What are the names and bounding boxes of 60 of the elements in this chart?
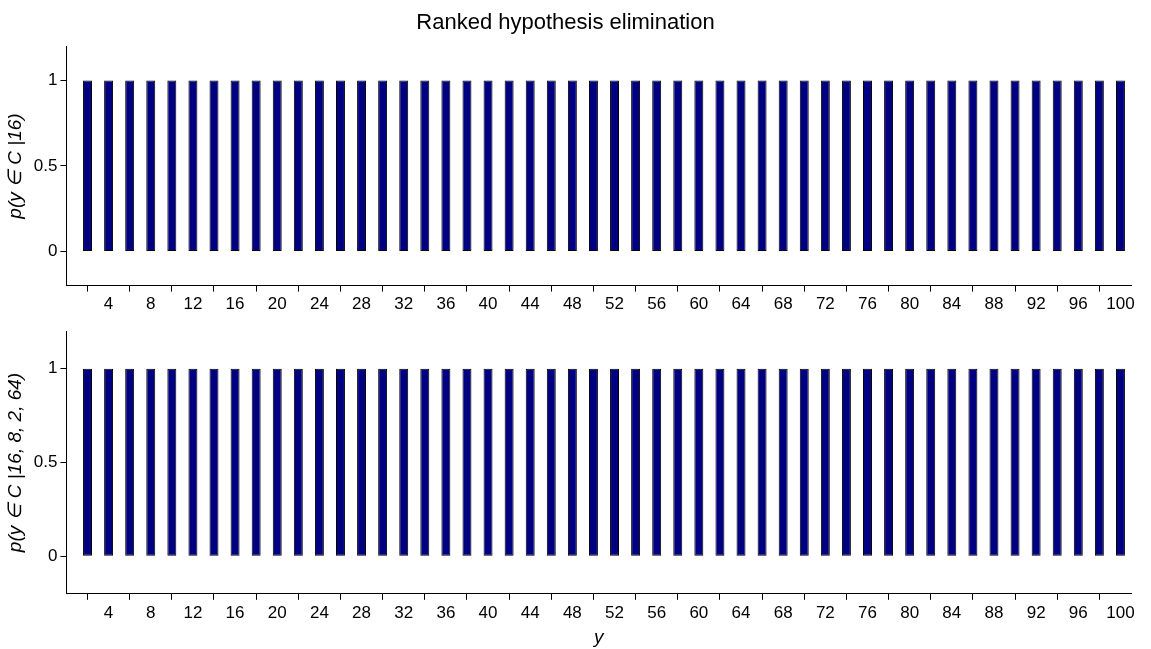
x-tick-label: 92 xyxy=(1026,602,1046,622)
y-tick-label: 0 xyxy=(47,241,58,261)
x-tick-label: 96 xyxy=(1068,294,1088,314)
x-tick-label: 72 xyxy=(815,294,835,314)
x-tick-label: 80 xyxy=(900,294,920,314)
x-tick-label: 72 xyxy=(815,602,835,622)
x-tick-label: 36 xyxy=(436,602,456,622)
x-tick-label: 56 xyxy=(647,602,667,622)
x-tick-label: 8 xyxy=(146,294,156,314)
x-tick-label: 12 xyxy=(183,602,203,622)
x-tick-label: 64 xyxy=(731,294,751,314)
x-tick-label: 32 xyxy=(394,602,414,622)
x-tick-label: 40 xyxy=(478,602,498,622)
y-tick-label: 0.5 xyxy=(33,452,58,472)
x-tick-label: 84 xyxy=(942,294,962,314)
x-tick-label: 60 xyxy=(689,294,709,314)
x-tick-label: 92 xyxy=(1026,294,1046,314)
x-tick-label: 4 xyxy=(103,602,114,622)
chart-title: Ranked hypothesis elimination xyxy=(416,9,715,35)
x-tick-label: 36 xyxy=(436,294,456,314)
x-axis-title: y xyxy=(591,625,605,647)
x-tick-label: 68 xyxy=(773,294,793,314)
x-tick-label: 28 xyxy=(352,294,372,314)
x-tick-label: 100 xyxy=(1106,294,1135,314)
x-tick-label: 32 xyxy=(394,294,414,314)
x-tick-label: 80 xyxy=(900,602,920,622)
y-tick-label: 1 xyxy=(47,358,58,378)
x-tick-label: 20 xyxy=(267,294,287,314)
x-tick-label: 88 xyxy=(984,294,1004,314)
x-tick-label: 28 xyxy=(352,602,372,622)
x-tick-label: 40 xyxy=(478,294,498,314)
x-tick-label: 20 xyxy=(267,602,287,622)
x-tick-label: 4 xyxy=(103,294,114,314)
x-tick-label: 52 xyxy=(605,602,624,622)
y-tick-label: 1 xyxy=(47,70,58,90)
x-tick-label: 52 xyxy=(605,294,624,314)
y-tick-label: 0 xyxy=(47,545,58,565)
x-tick-label: 100 xyxy=(1106,602,1135,622)
x-tick-label: 68 xyxy=(773,602,793,622)
x-tick-label: 56 xyxy=(647,294,667,314)
x-tick-label: 96 xyxy=(1068,602,1088,622)
x-tick-label: 44 xyxy=(520,602,540,622)
x-tick-label: 24 xyxy=(309,294,329,314)
x-tick-label: 84 xyxy=(942,602,962,622)
x-tick-label: 44 xyxy=(520,294,540,314)
x-tick-label: 12 xyxy=(183,294,203,314)
x-tick-label: 60 xyxy=(689,602,709,622)
x-tick-label: 88 xyxy=(984,602,1004,622)
x-tick-label: 48 xyxy=(562,602,582,622)
y-axis-title: p(y ∈ C |16) xyxy=(3,113,25,220)
x-tick-label: 76 xyxy=(858,602,877,622)
x-tick-label: 64 xyxy=(731,602,751,622)
y-tick-label: 0.5 xyxy=(33,155,58,175)
x-tick-label: 16 xyxy=(225,602,245,622)
x-tick-label: 16 xyxy=(225,294,245,314)
x-tick-label: 76 xyxy=(858,294,877,314)
x-tick-label: 48 xyxy=(562,294,582,314)
y-axis-title: p(y ∈ C |16, 8, 2, 64) xyxy=(3,372,25,554)
x-tick-label: 8 xyxy=(146,602,156,622)
x-tick-label: 24 xyxy=(309,602,329,622)
